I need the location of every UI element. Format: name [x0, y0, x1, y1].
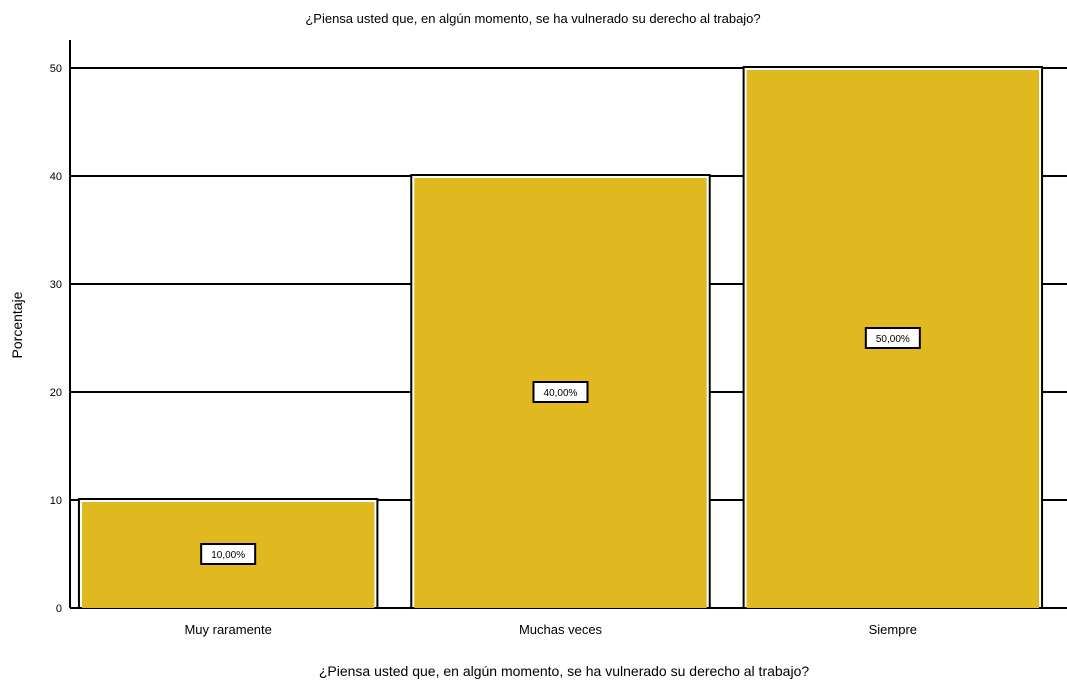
x-tick-label: Siempre: [869, 622, 917, 637]
y-tick-label: 20: [50, 387, 62, 399]
bars: [77, 66, 1044, 609]
y-tick-label: 0: [56, 603, 62, 615]
value-label: 40,00%: [544, 388, 578, 399]
value-labels: 10,00% 40,00% 50,00%: [200, 327, 921, 565]
chart-title: ¿Piensa usted que, en algún momento, se …: [305, 11, 760, 26]
x-axis-ticks: Muy raramente Muchas veces Siempre: [184, 622, 917, 637]
value-label: 50,00%: [876, 334, 910, 345]
y-tick-label: 40: [50, 171, 62, 183]
value-label-box: [200, 543, 257, 565]
y-axis-ticks: 0 10 20 30 40 50: [50, 63, 62, 615]
y-tick-label: 30: [50, 279, 62, 291]
value-label-box: [864, 327, 921, 349]
y-axis-title: Porcentaje: [9, 291, 25, 358]
y-tick-label: 50: [50, 63, 62, 75]
x-axis-title: ¿Piensa usted que, en algún momento, se …: [319, 663, 810, 679]
x-tick-label: Muy raramente: [184, 622, 271, 637]
value-label: 10,00%: [211, 550, 245, 561]
x-tick-label: Muchas veces: [519, 622, 603, 637]
y-tick-label: 10: [50, 495, 62, 507]
value-label-box: [532, 381, 589, 403]
